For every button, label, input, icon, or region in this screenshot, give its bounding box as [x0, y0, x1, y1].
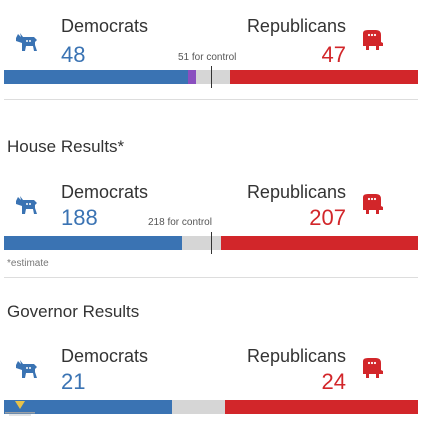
senate-dem-bar	[4, 70, 188, 84]
house-estimate-note: *estimate	[7, 258, 49, 269]
governor-rep-bar	[225, 400, 418, 414]
governor-dem-label: Democrats	[61, 346, 149, 366]
senate-race: Democrats Republicans 48 51 for control …	[0, 16, 422, 88]
house-dem-seats: 188	[61, 205, 98, 230]
house-dem-bar	[4, 236, 182, 250]
house-control-text: 218 for control	[148, 217, 212, 228]
senate-dem-seats: 48	[61, 42, 86, 67]
elephant-icon	[363, 30, 383, 50]
senate-control-marker	[211, 66, 212, 88]
house-dem-label: Democrats	[61, 182, 149, 202]
senate-independent-bar	[188, 70, 196, 84]
governor-race: Democrats Republicans 21 24	[0, 344, 422, 414]
donkey-icon	[16, 360, 37, 378]
senate-control-text: 51 for control	[178, 52, 237, 63]
donkey-icon	[16, 33, 37, 51]
house-seat-bar	[4, 232, 418, 254]
governor-seat-bar	[4, 400, 418, 414]
governor-section-title: Governor Results	[7, 302, 140, 321]
governor-rep-label: Republicans	[246, 346, 346, 366]
senate-rep-bar	[230, 70, 418, 84]
senate-dem-label: Democrats	[61, 16, 149, 36]
senate-rep-label: Republicans	[246, 16, 346, 36]
house-rep-bar	[221, 236, 418, 250]
divider	[4, 99, 418, 100]
governor-dem-bar	[4, 400, 172, 414]
senate-rep-seats: 47	[321, 42, 346, 67]
divider	[4, 277, 418, 278]
house-rep-seats: 207	[309, 205, 346, 230]
house-control-marker	[211, 232, 212, 254]
house-section-title: House Results*	[7, 137, 125, 156]
elephant-icon	[363, 358, 383, 378]
governor-dem-seats: 21	[61, 369, 86, 394]
elephant-icon	[363, 194, 383, 214]
house-rep-label: Republicans	[246, 182, 346, 202]
donkey-icon	[16, 196, 37, 214]
house-race: Democrats Republicans 188 218 for contro…	[0, 180, 422, 254]
badge-icon	[5, 401, 35, 416]
governor-rep-seats: 24	[321, 369, 346, 394]
senate-seat-bar	[4, 66, 418, 88]
